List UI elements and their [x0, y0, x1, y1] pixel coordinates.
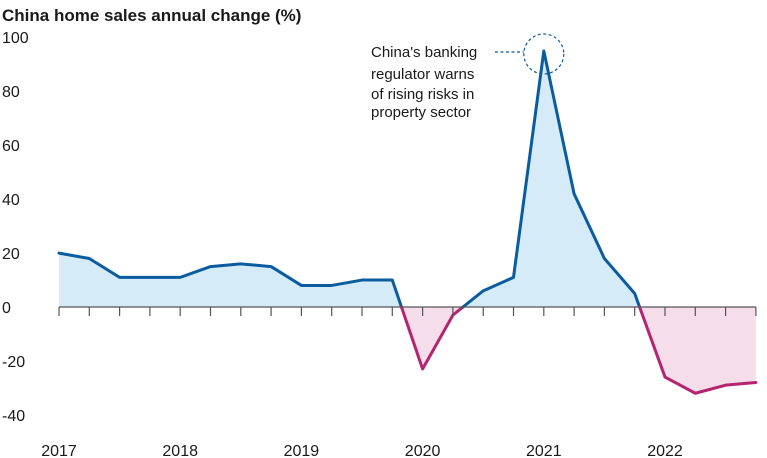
- y-tick-label: -40: [2, 408, 25, 425]
- negative-area: [639, 307, 756, 394]
- peak-highlight-circle: [523, 33, 565, 75]
- y-axis: 100 80 60 40 20 0 -20 -40: [2, 30, 29, 425]
- x-tick-label: 2018: [162, 443, 198, 458]
- annotation-text: China's banking: [371, 44, 477, 61]
- area-fills: [59, 50, 756, 394]
- x-tick-label: 2022: [647, 443, 683, 458]
- x-tick-label: 2017: [41, 443, 77, 458]
- x-tick-label: 2019: [284, 443, 320, 458]
- positive-area: [463, 50, 640, 307]
- series-lines: [57, 49, 758, 395]
- positive-area: [59, 253, 402, 307]
- y-tick-label: 100: [2, 30, 29, 47]
- x-tick-label: 2021: [526, 443, 562, 458]
- y-tick-label: 20: [2, 246, 20, 263]
- y-tick-label: -20: [2, 354, 25, 371]
- negative-line-segment: [399, 305, 465, 371]
- chart-title: China home sales annual change (%): [2, 6, 301, 25]
- positive-line-segment: [57, 251, 403, 309]
- x-axis: 2017 2018 2019 2020 2021 2022: [41, 306, 757, 458]
- annotation-text: property sector: [371, 104, 471, 121]
- x-tick-label: 2020: [405, 443, 441, 458]
- annotation-text: regulator warns: [371, 66, 474, 83]
- y-tick-label: 0: [2, 300, 11, 317]
- positive-line-segment: [461, 49, 642, 309]
- y-tick-label: 80: [2, 84, 20, 101]
- negative-line-segment: [638, 305, 758, 395]
- annotation: China's banking regulator warns of rising …: [371, 33, 565, 121]
- annotation-text: of rising risks in: [371, 86, 474, 103]
- y-tick-label: 60: [2, 138, 20, 155]
- y-tick-label: 40: [2, 192, 20, 209]
